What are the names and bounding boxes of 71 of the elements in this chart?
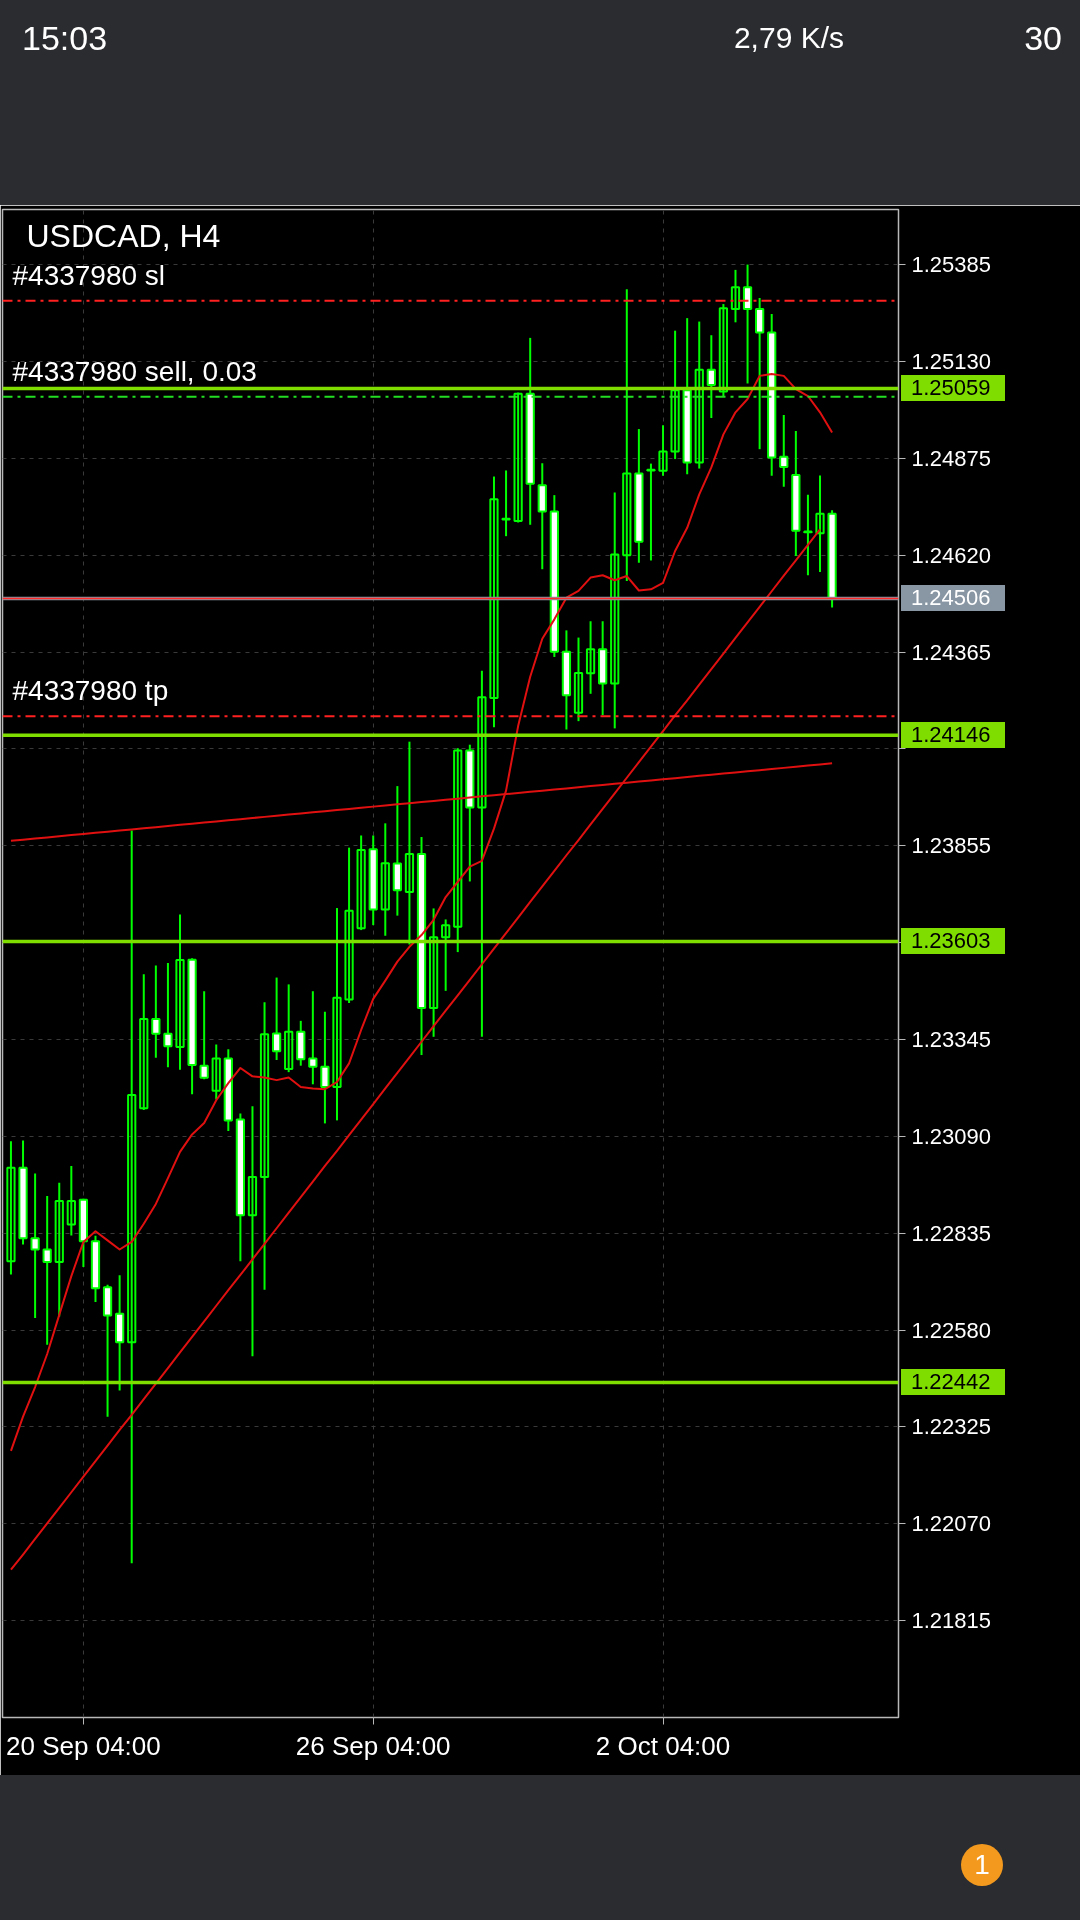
candlestick [259,1001,270,1291]
candlestick [284,983,294,1074]
ref-line-label: #4337980 sell, 0.03 [12,355,257,387]
candlestick [271,976,282,1061]
y-tick-label: 1.22325 [911,1414,992,1440]
candlestick [6,1140,16,1276]
candlestick [441,918,451,992]
candlestick [344,846,354,1004]
candlestick [718,303,729,398]
ref-line-label: 1.22442 [901,1369,1005,1395]
candlestick [211,1043,221,1101]
y-tick-label: 1.25130 [911,348,992,374]
y-tick-label: 1.22580 [911,1317,992,1343]
candlestick [694,320,704,470]
x-tick-label: 20 Sep 04:00 [6,1730,161,1761]
candlestick [199,990,209,1081]
candlestick [658,424,668,477]
ref-line-label: #4337980 sl [12,259,166,291]
y-tick-label: 1.21815 [911,1608,992,1634]
candlestick [513,391,523,524]
y-tick-label: 1.23855 [911,833,992,859]
y-tick-label: 1.24620 [911,542,992,568]
y-tick-label: 1.24365 [911,639,992,665]
candlestick [610,491,620,730]
y-tick-label: 1.22070 [911,1511,992,1537]
candlestick [163,962,173,1069]
candlestick [779,414,789,488]
ref-line-label: 1.24506 [901,585,1005,611]
candlestick [428,907,439,1038]
candlestick [380,822,390,937]
text: 15:03 [22,18,108,59]
candlestick [127,829,137,1565]
candlestick [742,263,753,385]
candlestick [670,329,680,461]
text: 30 [1024,18,1062,59]
ref-line-label: 1.23603 [901,928,1005,954]
candlestick [42,1194,52,1346]
candlestick [66,1164,76,1237]
candlestick [308,990,318,1086]
chart-title: USDCAD, H4 [26,217,221,254]
candlestick [730,268,741,324]
y-tick-label: 1.23345 [911,1026,992,1052]
candlestick [706,334,716,420]
candlestick [139,973,149,1112]
y-tick-label: 1.24875 [911,445,992,471]
candlestick [815,474,825,573]
candlestick [320,1010,330,1125]
candlestick [477,669,487,1038]
text: 1 [961,1844,1003,1886]
y-tick-label: 1.22835 [911,1220,992,1246]
candlestick [489,475,499,729]
y-tick-label: 1.25385 [911,252,992,278]
ref-line-label: 1.24146 [901,721,1005,748]
text: 2,79 K/s [733,20,844,56]
candlestick [755,297,765,451]
candlestick [175,913,185,1071]
candlestick [453,747,463,954]
candlestick [356,834,366,932]
candlestick [247,1105,258,1358]
x-tick-label: 26 Sep 04:00 [295,1730,451,1761]
candlestick [151,964,161,1059]
ref-line-label: #4337980 tp [12,675,169,707]
candlestick [332,907,342,1122]
ref-line-label: 1.25059 [901,374,1005,401]
y-tick-label: 1.23090 [911,1123,992,1149]
candlestick [585,620,596,695]
candlestick [30,1172,40,1319]
candlestick [622,288,632,582]
candlestick [404,740,415,946]
x-tick-label: 2 Oct 04:00 [595,1730,731,1761]
candlestick [573,636,584,723]
